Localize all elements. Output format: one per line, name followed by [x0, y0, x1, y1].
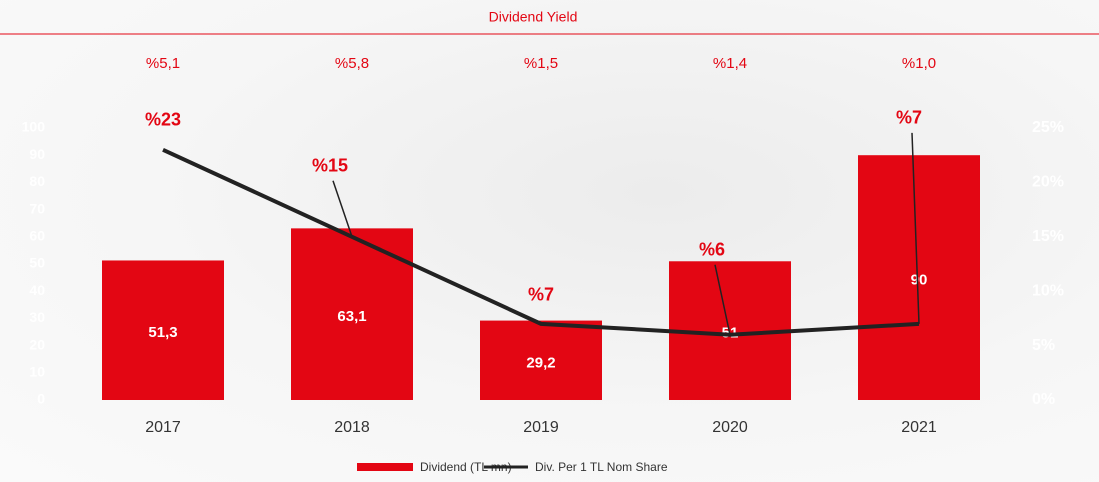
y2-tick-label: 10%: [1032, 282, 1064, 299]
y2-tick-label: 20%: [1032, 174, 1064, 191]
x-tick-label: 2020: [712, 419, 748, 436]
y-tick-label: 20: [29, 336, 45, 352]
y-tick-label: 10: [29, 364, 45, 380]
leader-line: [714, 264, 731, 335]
legend-label: Div. Per 1 TL Nom Share: [535, 460, 668, 474]
bar-value-label: 29,2: [526, 354, 555, 371]
bar-value-label: 90: [911, 272, 928, 289]
yield-label: %1,0: [902, 55, 936, 72]
bar: [858, 155, 980, 400]
y-tick-label: 80: [29, 173, 45, 189]
line-value-label: %7: [528, 285, 554, 305]
yield-label: %1,4: [713, 55, 747, 72]
y-tick-label: 70: [29, 200, 45, 216]
leader-line: [911, 132, 920, 324]
yield-label: %1,5: [524, 55, 558, 72]
y-tick-label: 100: [22, 119, 46, 135]
y2-tick-label: 25%: [1032, 119, 1064, 136]
y-tick-label: 40: [29, 282, 45, 298]
line-value-label: %7: [896, 108, 922, 128]
line-value-label: %23: [145, 110, 181, 130]
y2-tick-label: 15%: [1032, 228, 1064, 245]
bar-value-label: 51,3: [148, 324, 177, 341]
y2-tick-label: 5%: [1032, 337, 1055, 354]
bar: [102, 260, 224, 400]
yield-title: Dividend Yield: [489, 9, 578, 25]
y-tick-label: 60: [29, 228, 45, 244]
yield-label: %5,8: [335, 55, 369, 72]
y-tick-label: 90: [29, 146, 45, 162]
legend-swatch: [357, 463, 413, 471]
line: [162, 147, 920, 337]
leader-line: [332, 180, 353, 238]
y-tick-label: 50: [29, 255, 45, 271]
line-value-label: %6: [699, 239, 725, 259]
y-tick-label: 30: [29, 309, 45, 325]
yield-label: %5,1: [146, 55, 180, 72]
x-tick-label: 2017: [145, 419, 181, 436]
x-tick-label: 2019: [523, 419, 559, 436]
legend-label: Dividend (TL mn): [420, 460, 512, 474]
y-tick-label: 0: [37, 391, 45, 407]
x-tick-label: 2018: [334, 419, 370, 436]
y2-tick-label: 0%: [1032, 391, 1055, 408]
bar-value-label: 63,1: [337, 308, 366, 325]
x-tick-label: 2021: [901, 419, 937, 436]
line-value-label: %15: [312, 156, 348, 176]
bar: [480, 320, 602, 400]
